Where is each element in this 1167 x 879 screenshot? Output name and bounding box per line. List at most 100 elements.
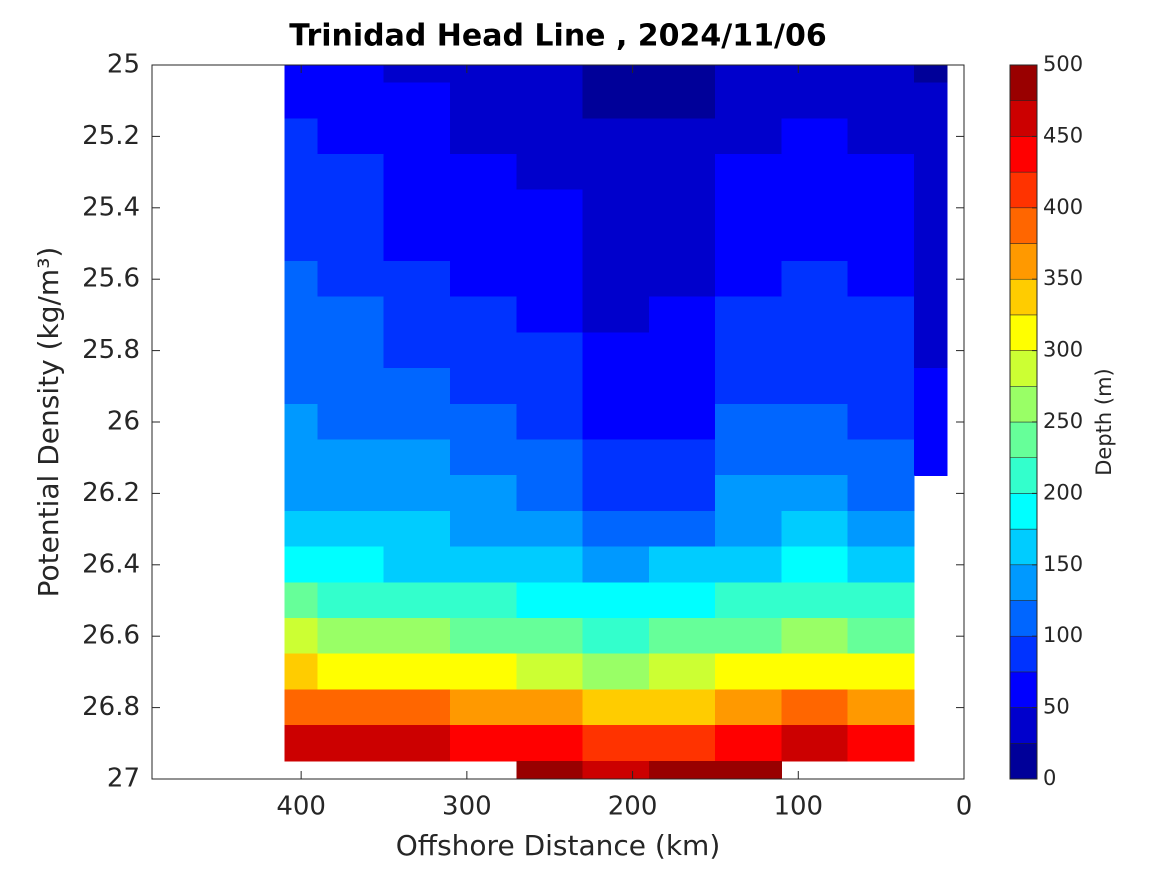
contour-cell	[715, 546, 783, 583]
colorbar-band	[1009, 136, 1038, 173]
colorbar-band	[1009, 243, 1038, 280]
contour-cell	[284, 582, 319, 619]
contour-cell	[383, 510, 451, 548]
colorbar-band	[1009, 350, 1038, 387]
contour-cell	[449, 296, 517, 334]
contour-cell	[781, 546, 849, 583]
colorbar-tick-label: 50	[1043, 695, 1070, 719]
contour-cell	[516, 582, 584, 619]
contour-cell	[847, 689, 915, 726]
contour-cell	[715, 64, 783, 84]
colorbar-tick-label: 250	[1043, 409, 1083, 433]
contour-cell	[847, 403, 915, 441]
contour-cell	[582, 653, 650, 691]
contour-cell	[913, 153, 948, 191]
y-tick-label: 26	[107, 407, 140, 437]
colorbar-band	[1009, 671, 1038, 708]
contour-cell	[648, 582, 716, 619]
contour-cell	[847, 475, 915, 512]
contour-cell	[383, 189, 451, 226]
contour-cell	[449, 725, 517, 762]
contour-cell	[648, 403, 716, 441]
colorbar-band	[1009, 314, 1038, 351]
contour-cell	[715, 582, 783, 619]
contour-cell	[317, 546, 385, 583]
contour-cell	[449, 439, 517, 476]
contour-cell	[582, 689, 650, 726]
contour-cell	[383, 296, 451, 334]
contour-cell	[516, 118, 584, 155]
contour-cell	[648, 760, 716, 780]
contour-cell	[715, 82, 783, 119]
contour-cell	[383, 475, 451, 512]
y-tick-label: 25	[107, 50, 140, 80]
contour-cell	[847, 725, 915, 762]
colorbar-band	[1009, 564, 1038, 601]
contour-cell	[582, 475, 650, 512]
contour-cell	[317, 261, 385, 298]
contour-cell	[516, 439, 584, 476]
colorbar-tick-label: 100	[1043, 623, 1083, 647]
contour-cell	[317, 64, 385, 84]
contour-cell	[913, 225, 948, 262]
contour-cell	[781, 82, 849, 119]
contour-cell	[715, 296, 783, 334]
contour-cell	[648, 368, 716, 405]
contour-cell	[449, 510, 517, 548]
contour-cell	[582, 439, 650, 476]
contour-cell	[449, 261, 517, 298]
y-tick-label: 26.4	[82, 549, 140, 579]
contour-cell	[284, 82, 319, 119]
contour-cell	[847, 653, 915, 691]
contour-cell	[913, 82, 948, 119]
contour-cell	[781, 332, 849, 369]
contour-cell	[317, 296, 385, 334]
contour-cell	[449, 118, 517, 155]
colorbar-band	[1009, 528, 1038, 566]
contour-cell	[582, 368, 650, 405]
contour-cell	[317, 689, 385, 726]
contour-cell	[582, 296, 650, 334]
colorbar-band	[1009, 457, 1038, 494]
y-tick-label: 25.2	[82, 121, 140, 151]
contour-cell	[715, 689, 783, 726]
contour-cell	[913, 118, 948, 155]
contour-cell	[847, 225, 915, 262]
contour-cell	[582, 510, 650, 548]
contour-cell	[715, 403, 783, 441]
contour-cell	[317, 653, 385, 691]
contour-cell	[383, 403, 451, 441]
contour-cell	[913, 261, 948, 298]
x-tick-label: 400	[276, 792, 326, 822]
contour-cell	[582, 546, 650, 583]
contour-cell	[284, 618, 319, 655]
contour-cell	[781, 261, 849, 298]
contour-cell	[648, 64, 716, 84]
contour-cell	[781, 153, 849, 191]
colorbar-label: Depth (m)	[1092, 368, 1116, 475]
contour-cell	[449, 64, 517, 84]
contour-cell	[449, 153, 517, 191]
y-axis-label: Potential Density (kg/m³)	[32, 247, 65, 598]
contour-cell	[648, 546, 716, 583]
contour-cell	[913, 189, 948, 226]
contour-cell	[582, 332, 650, 369]
contour-cell	[781, 689, 849, 726]
contour-cell	[648, 153, 716, 191]
contour-cell	[847, 118, 915, 155]
contour-cell	[715, 189, 783, 226]
contour-cell	[284, 189, 319, 226]
contour-cell	[715, 725, 783, 762]
contour-cell	[516, 368, 584, 405]
contour-cell	[383, 582, 451, 619]
contour-cell	[648, 118, 716, 155]
contour-cell	[516, 546, 584, 583]
contour-cell	[648, 296, 716, 334]
contour-cell	[781, 403, 849, 441]
contour-cell	[383, 82, 451, 119]
contour-cell	[582, 64, 650, 84]
colorbar-band	[1009, 707, 1038, 744]
contour-cell	[781, 225, 849, 262]
